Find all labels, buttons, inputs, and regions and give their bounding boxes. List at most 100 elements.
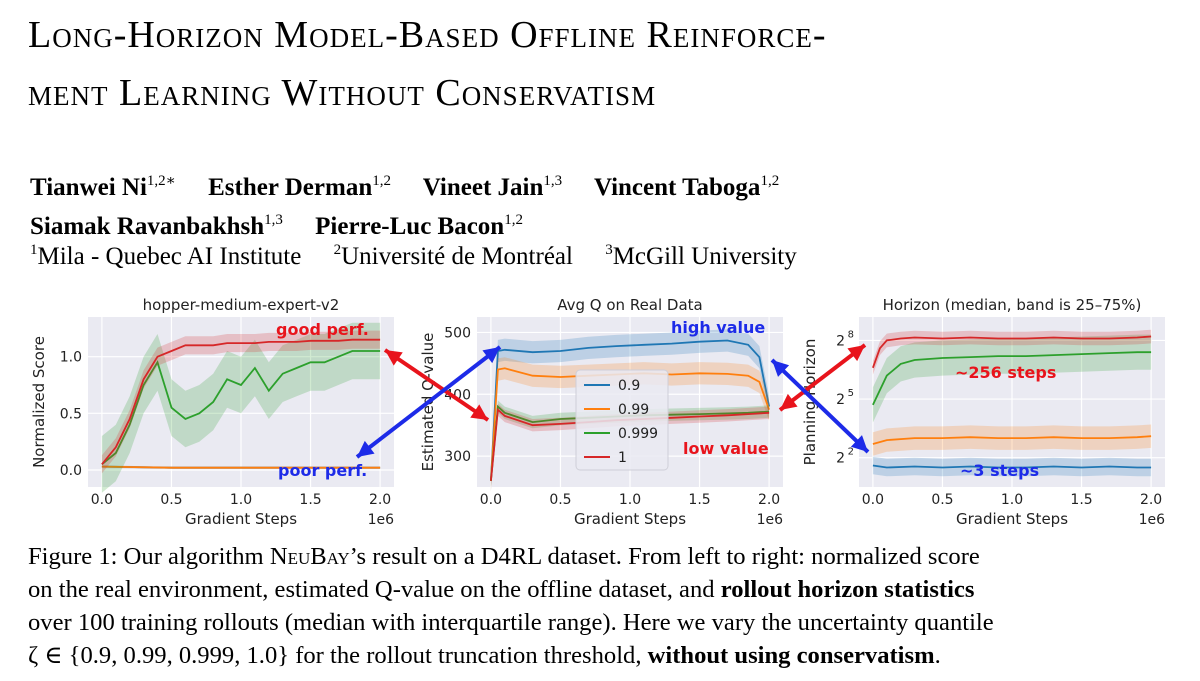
caption-bold-text: without using conservatism <box>647 642 935 669</box>
arrow-shaft <box>770 358 870 454</box>
author-affil-sup: 1,2 <box>760 173 780 189</box>
annotation-label: good perf. <box>276 320 369 339</box>
chart-title: Avg Q on Real Data <box>557 296 703 314</box>
annotation-arrow <box>383 348 490 422</box>
x-axis-multiplier: 1e6 <box>757 512 784 528</box>
x-tick-label: 0.5 <box>160 492 182 508</box>
y-tick-label: 1.0 <box>60 350 82 366</box>
series-line <box>101 465 381 469</box>
legend-label: 0.9 <box>618 378 640 394</box>
y-tick-exponent: 8 <box>848 329 854 340</box>
title-line-1: Long-Horizon Model-Based Offline Reinfor… <box>28 14 827 56</box>
x-tick-label: 0.5 <box>549 492 571 508</box>
x-axis-multiplier: 1e6 <box>368 512 395 528</box>
author-name: Siamak Ravanbakhsh <box>30 213 265 240</box>
caption-line-3: over 100 training rollouts (median with … <box>28 609 994 636</box>
legend-box <box>575 369 669 471</box>
caption-text: ζ ∈ {0.9, 0.99, 0.999, 1.0} for the roll… <box>28 642 648 669</box>
x-tick-label: 0.0 <box>480 492 502 508</box>
y-axis-label: Normalized Score <box>30 336 48 468</box>
series-line <box>101 350 381 465</box>
caption-line-1: Figure 1: Our algorithm NeuBay’s result … <box>28 540 1178 573</box>
affiliation: 3McGill University <box>605 242 797 270</box>
arrow-head <box>482 347 500 364</box>
affiliation-name: McGill University <box>612 243 797 270</box>
series-line <box>101 338 381 465</box>
series-line <box>872 335 1152 369</box>
author-affil-sup: 1,3 <box>264 212 283 228</box>
arrow-shaft <box>355 345 502 459</box>
paper-title: Long-Horizon Model-Based Offline Reinfor… <box>28 6 1188 122</box>
x-tick-label: 2.0 <box>369 492 391 508</box>
series-line <box>872 435 1152 445</box>
caption-line-2: on the real environment, estimated Q-val… <box>28 573 1178 606</box>
author-list: Tianwei Ni1,2∗ Esther Derman1,2 Vineet J… <box>30 165 805 243</box>
authors-row-1: Tianwei Ni1,2∗ Esther Derman1,2 Vineet J… <box>30 165 805 204</box>
y-tick-label: 500 <box>444 325 471 341</box>
series-band <box>872 334 1152 423</box>
caption-line-4: ζ ∈ {0.9, 0.99, 0.999, 1.0} for the roll… <box>28 639 1178 672</box>
y-tick-label: 400 <box>444 387 471 403</box>
caption-text: . <box>934 642 941 669</box>
arrow-head <box>780 393 798 410</box>
series-line <box>490 339 770 481</box>
affiliation-name: Mila - Quebec AI Institute <box>37 243 302 270</box>
annotation-label: ~3 steps <box>960 461 1039 480</box>
x-tick-label: 0.5 <box>931 492 953 508</box>
authors-row-2: Siamak Ravanbakhsh1,3 Pierre-Luc Bacon1,… <box>30 204 805 243</box>
x-axis-label: Gradient Steps <box>956 510 1068 528</box>
x-axis-multiplier: 1e6 <box>1139 512 1166 528</box>
author-name: Esther Derman <box>208 174 373 201</box>
arrow-head <box>772 360 790 377</box>
author-affil-sup: 1,3 <box>543 173 563 189</box>
x-tick-label: 1.5 <box>299 492 321 508</box>
y-tick-label: 2 <box>836 451 845 467</box>
affiliation: 1Mila - Quebec AI Institute <box>30 242 302 270</box>
y-axis-label: Planning Horizon <box>801 339 819 466</box>
x-axis-label: Gradient Steps <box>574 510 686 528</box>
legend-label: 0.999 <box>618 426 658 442</box>
arrow-head <box>850 435 868 452</box>
author-name: Tianwei Ni <box>30 174 147 201</box>
affiliations: 1Mila - Quebec AI Institute 2Université … <box>30 234 823 273</box>
chart-title: Horizon (median, band is 25–75%) <box>883 296 1142 314</box>
y-tick-exponent: 5 <box>848 388 854 399</box>
series-line <box>872 351 1152 406</box>
title-line-2: ment Learning Without Conservatism <box>28 72 657 114</box>
author: Vineet Jain1,3 <box>422 173 563 201</box>
annotation-label: low value <box>683 439 769 458</box>
author-name: Vineet Jain <box>422 174 544 201</box>
series-line <box>872 464 1152 469</box>
author: Pierre-Luc Bacon1,2 <box>315 212 523 240</box>
affiliation-name: Université de Montréal <box>341 243 573 270</box>
chart-panel-2: 0.0 0.5 1.0 1.5 2.0 300 400 500 Avg Q on Real Da… <box>419 296 783 528</box>
arrow-head <box>357 440 375 457</box>
author: Esther Derman1,2 <box>208 173 391 201</box>
caption-text: Figure 1: Our algorithm <box>28 543 270 570</box>
chart-title: hopper-medium-expert-v2 <box>143 296 340 314</box>
author-affil-sup: 1,2∗ <box>146 173 176 189</box>
x-tick-label: 2.0 <box>1140 492 1162 508</box>
x-axis-label: Gradient Steps <box>185 510 297 528</box>
annotation-label: high value <box>671 318 765 337</box>
x-tick-label: 0.0 <box>91 492 113 508</box>
y-tick-exponent: 2 <box>848 447 854 458</box>
author-name: Pierre-Luc Bacon <box>315 213 505 240</box>
x-tick-label: 1.0 <box>619 492 641 508</box>
x-tick-label: 1.5 <box>1070 492 1092 508</box>
figure-caption: Figure 1: Our algorithm NeuBay’s result … <box>28 540 1178 672</box>
author-name: Vincent Taboga <box>593 174 761 201</box>
chart-panel-1: 0.0 0.5 1.0 1.5 2.0 0.0 0.5 1.0 hopper-medium-ex… <box>30 296 394 528</box>
author: Vincent Taboga1,2 <box>593 173 780 201</box>
legend-label: 1 <box>618 450 627 466</box>
arrow-shaft <box>383 348 490 422</box>
caption-text: ’s result on a D4RL dataset. From left t… <box>349 543 980 570</box>
caption-bold-text: rollout horizon statistics <box>720 576 975 603</box>
legend-label: 0.99 <box>618 402 649 418</box>
caption-text: on the real environment, estimated Q-val… <box>28 576 721 603</box>
x-tick-label: 1.0 <box>1001 492 1023 508</box>
series-band <box>872 329 1152 375</box>
author: Siamak Ravanbakhsh1,3 <box>30 212 283 240</box>
series-band <box>872 424 1152 456</box>
